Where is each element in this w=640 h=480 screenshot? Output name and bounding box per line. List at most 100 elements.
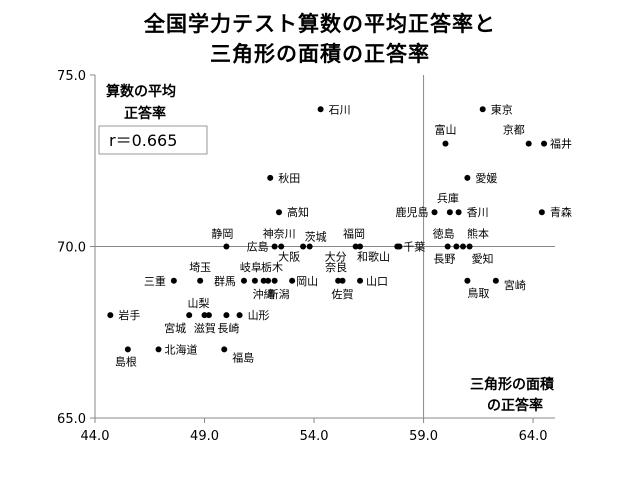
point-label: 埼玉 bbox=[189, 260, 211, 274]
point-label: 群馬 bbox=[214, 274, 236, 288]
x-tick-label: 59.0 bbox=[409, 429, 438, 444]
point-label: 鹿児島 bbox=[396, 205, 429, 219]
point-label: 東京 bbox=[491, 102, 513, 116]
data-point bbox=[446, 209, 453, 216]
data-point bbox=[124, 346, 131, 353]
data-point bbox=[221, 346, 228, 353]
point-label: 宮城 bbox=[164, 321, 186, 335]
point-label: 神奈川 bbox=[263, 227, 296, 241]
data-point bbox=[442, 140, 449, 147]
point-label: 兵庫 bbox=[437, 191, 459, 205]
x-axis-label-line-2: の正答率 bbox=[487, 397, 543, 414]
point-label: 愛知 bbox=[472, 252, 494, 266]
point-label: 新潟 bbox=[268, 287, 290, 301]
data-point bbox=[538, 209, 545, 216]
data-point bbox=[306, 243, 313, 250]
data-point bbox=[431, 209, 438, 216]
point-label: 広島 bbox=[247, 240, 269, 254]
x-tick-label: 49.0 bbox=[190, 429, 219, 444]
point-label: 長野 bbox=[433, 253, 455, 266]
correlation-box bbox=[98, 125, 208, 155]
point-label: 島根 bbox=[115, 354, 137, 368]
point-label: 奈良 bbox=[325, 260, 347, 274]
data-point bbox=[357, 243, 364, 250]
data-point bbox=[453, 243, 460, 250]
y-tick-label: 65.0 bbox=[57, 412, 86, 427]
data-point bbox=[155, 346, 162, 353]
y-tick-label: 75.0 bbox=[57, 69, 86, 84]
data-point bbox=[352, 243, 359, 250]
data-point bbox=[541, 140, 548, 147]
point-label: 福島 bbox=[232, 350, 254, 364]
x-axis-label-line-1: 三角形の面積 bbox=[470, 376, 555, 393]
data-point bbox=[205, 312, 212, 319]
point-label: 京都 bbox=[503, 123, 525, 137]
point-label: 栃木 bbox=[261, 260, 283, 274]
data-point bbox=[271, 243, 278, 250]
point-label: 茨城 bbox=[305, 230, 327, 244]
point-label: 滋賀 bbox=[194, 322, 216, 335]
point-label: 千葉 bbox=[403, 240, 425, 254]
x-tick-label: 54.0 bbox=[300, 429, 329, 444]
data-point bbox=[278, 243, 285, 250]
data-point bbox=[201, 312, 208, 319]
point-label: 山口 bbox=[366, 275, 388, 288]
y-axis-label-line-1: 算数の平均 bbox=[106, 83, 176, 100]
point-label: 山形 bbox=[248, 309, 270, 322]
point-label: 福井 bbox=[550, 137, 572, 151]
data-point bbox=[223, 243, 230, 250]
data-point bbox=[525, 140, 532, 147]
data-point bbox=[492, 277, 499, 284]
point-label: 岐阜 bbox=[240, 261, 262, 274]
data-point bbox=[289, 277, 296, 284]
chart-title-line-1: 全国学力テスト算数の平均正答率と bbox=[144, 12, 496, 36]
data-point bbox=[265, 277, 272, 284]
point-label: 山梨 bbox=[188, 296, 210, 310]
data-point bbox=[317, 106, 324, 113]
point-label: 愛媛 bbox=[475, 171, 497, 185]
point-label: 熊本 bbox=[467, 227, 489, 241]
data-point bbox=[357, 277, 364, 284]
point-label: 北海道 bbox=[165, 342, 198, 356]
point-label: 宮崎 bbox=[504, 278, 526, 292]
point-label: 石川 bbox=[329, 103, 351, 116]
point-label: 鳥取 bbox=[467, 286, 489, 300]
data-point bbox=[271, 277, 278, 284]
data-point bbox=[464, 277, 471, 284]
x-tick-label: 64.0 bbox=[519, 429, 548, 444]
point-label: 大分 bbox=[325, 250, 347, 264]
data-point bbox=[107, 312, 114, 319]
point-label: 長崎 bbox=[217, 321, 239, 335]
data-point bbox=[170, 277, 177, 284]
point-label: 岩手 bbox=[118, 308, 140, 322]
data-point bbox=[251, 277, 258, 284]
data-point bbox=[223, 312, 230, 319]
data-point bbox=[267, 174, 274, 181]
data-point bbox=[186, 312, 193, 319]
point-label: 福岡 bbox=[343, 227, 365, 241]
y-tick-label: 70.0 bbox=[57, 241, 86, 256]
point-label: 高知 bbox=[287, 205, 309, 219]
data-point bbox=[479, 106, 486, 113]
data-point bbox=[197, 277, 204, 284]
data-point bbox=[276, 209, 282, 216]
point-label: 岡山 bbox=[296, 275, 318, 288]
y-axis-label-line-2: 正答率 bbox=[124, 105, 166, 122]
point-label: 沖縄 bbox=[253, 287, 275, 301]
data-point bbox=[466, 243, 473, 250]
correlation-annotation: r＝0.665 bbox=[109, 131, 177, 150]
point-label: 佐賀 bbox=[332, 287, 354, 301]
point-label: 三重 bbox=[144, 274, 166, 288]
data-point bbox=[394, 243, 401, 250]
point-label: 和歌山 bbox=[357, 250, 390, 264]
point-label: 徳島 bbox=[433, 227, 455, 241]
point-label: 大阪 bbox=[278, 250, 300, 264]
data-point bbox=[464, 174, 471, 181]
x-tick-label: 44.0 bbox=[81, 429, 110, 444]
data-point bbox=[260, 277, 267, 284]
chart-title-line-2: 三角形の面積の正答率 bbox=[210, 42, 430, 66]
point-label: 富山 bbox=[434, 123, 456, 137]
point-label: 静岡 bbox=[211, 227, 233, 241]
point-label: 秋田 bbox=[278, 171, 300, 185]
